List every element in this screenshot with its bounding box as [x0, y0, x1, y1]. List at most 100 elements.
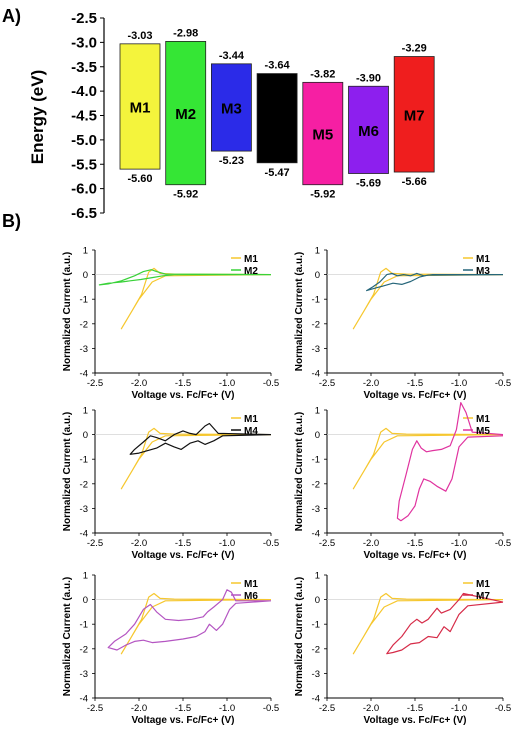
x-axis-title: Voltage vs. Fc/Fc+ (V) — [132, 715, 235, 726]
y-tick-label: 1 — [83, 571, 88, 582]
y-tick-label: -1 — [312, 620, 320, 631]
homo-label: -5.23 — [219, 155, 244, 167]
x-tick-label: -2.5 — [319, 538, 335, 549]
cv-plot-6: 1 0 -1 -2 -3 -4-2.5 -2.0 -1.5 -1.0 -0.5 Voltage vs… — [294, 571, 511, 727]
series-line-m1 — [352, 592, 504, 655]
series-line-m4 — [129, 422, 272, 455]
x-tick-label: -1.0 — [451, 378, 467, 389]
legend-label: M4 — [244, 426, 258, 437]
cv-plot-3: 1 0 -1 -2 -3 -4-2.5 -2.0 -1.5 -1.0 -0.5 Voltage vs… — [62, 406, 279, 562]
y-tick-label: -2 — [312, 644, 320, 655]
y-tick-label: -6.0 — [71, 181, 97, 198]
x-tick-label: -1.5 — [407, 378, 423, 389]
bar-m4 — [256, 73, 298, 164]
legend-label: M1 — [476, 579, 490, 590]
y-tick-label: -3 — [312, 344, 320, 355]
lumo-label: -3.03 — [127, 30, 152, 42]
y-tick-label: -4 — [80, 369, 88, 380]
y-tick-label: -3 — [312, 504, 320, 515]
y-tick-label: -3.0 — [71, 34, 97, 51]
x-tick-label: -2.0 — [131, 538, 147, 549]
y-tick-label: -5.5 — [71, 156, 97, 173]
x-tick-label: -1.0 — [219, 378, 235, 389]
bar-m6 — [348, 85, 389, 174]
x-tick-label: -1.5 — [175, 378, 191, 389]
lumo-label: -3.82 — [310, 68, 335, 80]
cv-plot-1: 1 0 -1 -2 -3 -4-2.5 -2.0 -1.5 -1.0 -0.5 Voltage vs… — [62, 246, 279, 402]
cv-plot-4: 1 0 -1 -2 -3 -4-2.5 -2.0 -1.5 -1.0 -0.5 Voltage vs… — [294, 402, 511, 561]
x-tick-label: -1.5 — [407, 538, 423, 549]
series-line-m5 — [396, 402, 504, 522]
x-tick-label: -1.0 — [451, 538, 467, 549]
legend-label: M1 — [244, 579, 258, 590]
y-tick-label: -5.0 — [71, 132, 97, 149]
lumo-label: -3.29 — [402, 43, 427, 55]
x-tick-label: -0.5 — [263, 538, 279, 549]
x-tick-label: -0.5 — [495, 538, 511, 549]
lumo-label: -2.98 — [173, 27, 198, 39]
y-tick-label: -3.5 — [71, 59, 97, 76]
y-tick-label: -1 — [80, 295, 88, 306]
bar-m2 — [165, 41, 207, 186]
x-tick-label: -0.5 — [495, 703, 511, 714]
series-line-m3 — [366, 272, 504, 292]
cv-plot-5: 1 0 -1 -2 -3 -4-2.5 -2.0 -1.5 -1.0 -0.5 Voltage vs… — [62, 571, 279, 727]
homo-label: -5.66 — [402, 176, 427, 188]
homo-label: -5.60 — [127, 173, 152, 185]
legend-label: M3 — [476, 266, 490, 277]
y-tick-label: 1 — [315, 571, 320, 582]
lumo-label: -3.64 — [265, 60, 291, 72]
y-tick-label: 1 — [83, 246, 88, 257]
bar-m7 — [393, 56, 435, 173]
bar-label: M2 — [175, 106, 196, 123]
series-line-m1 — [120, 267, 272, 330]
x-tick-label: -1.0 — [219, 538, 235, 549]
x-tick-label: -2.0 — [363, 538, 379, 549]
y-tick-label: -3 — [80, 669, 88, 680]
x-tick-label: -1.5 — [407, 703, 423, 714]
legend-label: M5 — [476, 426, 490, 437]
series-line-m1 — [352, 427, 504, 490]
y-tick-label: 0 — [83, 430, 88, 441]
y-tick-label: -3 — [80, 504, 88, 515]
x-axis-title: Voltage vs. Fc/Fc+ (V) — [132, 390, 235, 401]
x-tick-label: -0.5 — [495, 378, 511, 389]
y-tick-label: -6.5 — [71, 205, 97, 222]
x-tick-label: -2.5 — [319, 378, 335, 389]
x-axis-title: Voltage vs. Fc/Fc+ (V) — [364, 550, 467, 561]
bar-m5 — [302, 81, 344, 186]
y-tick-label: -1 — [80, 455, 88, 466]
x-tick-label: -1.5 — [175, 703, 191, 714]
x-tick-label: -1.0 — [451, 703, 467, 714]
y-axis-title: Normalized Current (a.u.) — [62, 252, 73, 371]
x-tick-label: -2.0 — [363, 703, 379, 714]
legend-label: M6 — [244, 591, 258, 602]
y-tick-label: -3 — [312, 669, 320, 680]
y-tick-label: -2 — [80, 479, 88, 490]
y-tick-label: 1 — [83, 406, 88, 417]
y-tick-label: 0 — [315, 270, 320, 281]
legend-label: M2 — [244, 266, 258, 277]
y-tick-label: -2 — [80, 644, 88, 655]
y-tick-label: 0 — [315, 595, 320, 606]
y-axis-title: Normalized Current (a.u.) — [294, 412, 305, 531]
y-tick-label: -4 — [80, 694, 88, 705]
y-tick-label: -4 — [312, 694, 320, 705]
x-tick-label: -0.5 — [263, 378, 279, 389]
x-tick-label: -2.0 — [131, 703, 147, 714]
legend-label: M1 — [476, 414, 490, 425]
x-tick-label: -2.5 — [87, 538, 103, 549]
bar-m1 — [119, 43, 161, 170]
bar-label: M1 — [130, 99, 151, 116]
cv-plot-2: 1 0 -1 -2 -3 -4-2.5 -2.0 -1.5 -1.0 -0.5 Voltage vs… — [294, 246, 511, 402]
series-line-m6 — [107, 589, 272, 651]
homo-label: -5.92 — [310, 189, 335, 201]
x-tick-label: -2.5 — [87, 703, 103, 714]
x-tick-label: -2.0 — [131, 378, 147, 389]
y-tick-label: -1 — [312, 295, 320, 306]
x-axis-title: Voltage vs. Fc/Fc+ (V) — [364, 715, 467, 726]
x-tick-label: -2.5 — [319, 703, 335, 714]
y-axis-title: Normalized Current (a.u.) — [62, 412, 73, 531]
x-axis-title: Voltage vs. Fc/Fc+ (V) — [364, 390, 467, 401]
